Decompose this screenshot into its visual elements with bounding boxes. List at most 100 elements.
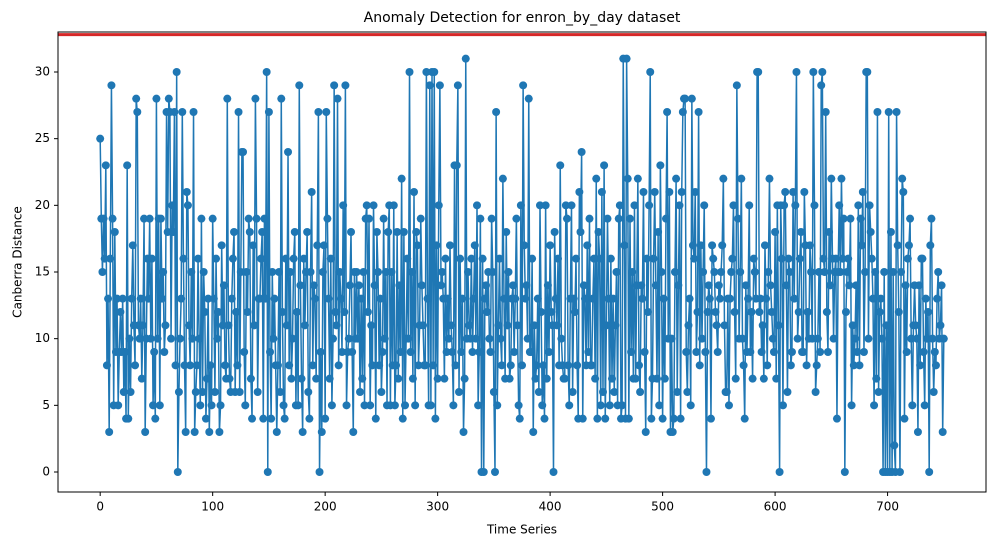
data-point bbox=[925, 468, 934, 476]
data-point bbox=[356, 388, 365, 396]
data-point bbox=[606, 254, 615, 263]
data-point bbox=[777, 254, 786, 263]
data-point bbox=[197, 214, 206, 223]
data-point bbox=[140, 214, 149, 223]
data-point bbox=[618, 401, 627, 410]
data-point bbox=[441, 254, 450, 263]
data-point bbox=[288, 334, 297, 343]
data-point bbox=[921, 294, 930, 303]
data-point bbox=[125, 334, 134, 343]
data-point bbox=[916, 361, 925, 370]
data-point bbox=[863, 68, 872, 76]
data-point bbox=[774, 321, 783, 330]
data-point bbox=[401, 401, 410, 410]
data-point bbox=[565, 401, 574, 410]
data-point bbox=[728, 254, 737, 263]
data-point bbox=[720, 321, 729, 330]
data-point bbox=[755, 308, 764, 316]
data-point bbox=[789, 188, 798, 196]
data-point bbox=[396, 348, 405, 356]
data-point bbox=[403, 254, 412, 263]
data-point bbox=[305, 414, 314, 423]
data-point bbox=[674, 281, 683, 290]
data-point bbox=[506, 361, 515, 370]
data-point bbox=[855, 361, 864, 370]
data-point bbox=[248, 414, 257, 423]
data-point bbox=[435, 81, 444, 90]
data-point bbox=[390, 401, 399, 410]
data-point bbox=[700, 201, 709, 210]
data-point bbox=[309, 281, 318, 290]
data-point bbox=[792, 68, 801, 76]
data-point bbox=[595, 254, 604, 263]
data-point bbox=[240, 348, 249, 356]
data-point bbox=[221, 361, 230, 370]
data-point bbox=[906, 214, 915, 223]
data-point bbox=[366, 401, 375, 410]
data-point bbox=[907, 334, 916, 343]
data-point bbox=[287, 374, 296, 383]
data-point bbox=[589, 254, 598, 263]
data-point bbox=[597, 188, 606, 196]
data-point bbox=[469, 294, 478, 303]
data-point bbox=[513, 321, 522, 330]
data-point bbox=[314, 108, 323, 116]
data-point bbox=[136, 294, 145, 303]
data-point bbox=[215, 428, 224, 436]
data-point bbox=[894, 308, 903, 316]
data-point bbox=[404, 334, 413, 343]
data-point bbox=[524, 94, 533, 103]
data-point bbox=[363, 308, 372, 316]
data-point bbox=[279, 401, 288, 410]
data-point bbox=[482, 281, 491, 290]
data-point bbox=[919, 348, 928, 356]
data-point bbox=[902, 348, 911, 356]
data-point bbox=[320, 241, 329, 250]
data-point bbox=[318, 268, 327, 276]
data-point bbox=[203, 374, 212, 383]
data-point bbox=[492, 108, 501, 116]
data-point bbox=[218, 321, 227, 330]
data-point bbox=[675, 201, 684, 210]
data-point bbox=[380, 334, 389, 343]
data-point bbox=[850, 334, 859, 343]
data-point bbox=[714, 281, 723, 290]
data-point bbox=[868, 294, 877, 303]
data-point bbox=[243, 308, 252, 316]
data-point bbox=[655, 401, 664, 410]
data-point bbox=[282, 321, 291, 330]
data-point bbox=[413, 241, 422, 250]
data-point bbox=[575, 188, 584, 196]
data-point bbox=[225, 374, 234, 383]
data-point bbox=[503, 321, 512, 330]
data-point bbox=[216, 401, 225, 410]
data-point bbox=[393, 228, 402, 236]
data-point bbox=[625, 214, 634, 223]
data-point bbox=[101, 161, 110, 170]
data-point bbox=[487, 214, 496, 223]
data-point bbox=[358, 374, 367, 383]
data-point bbox=[600, 161, 609, 170]
data-point bbox=[739, 361, 748, 370]
x-tick-label: 500 bbox=[651, 500, 674, 514]
data-point bbox=[227, 294, 236, 303]
data-point bbox=[681, 94, 690, 103]
data-point bbox=[146, 334, 155, 343]
data-point bbox=[759, 374, 768, 383]
data-point bbox=[178, 108, 187, 116]
data-point bbox=[553, 254, 562, 263]
data-point bbox=[727, 268, 736, 276]
data-point bbox=[672, 174, 681, 183]
data-point bbox=[561, 201, 570, 210]
data-point bbox=[817, 81, 826, 90]
data-point bbox=[201, 414, 210, 423]
chart-title: Anomaly Detection for enron_by_day datas… bbox=[364, 10, 681, 26]
data-point bbox=[696, 241, 705, 250]
data-point bbox=[639, 188, 648, 196]
data-point bbox=[532, 361, 541, 370]
data-point bbox=[156, 214, 165, 223]
data-point bbox=[880, 268, 889, 276]
data-point bbox=[650, 188, 659, 196]
data-point bbox=[141, 428, 150, 436]
data-point bbox=[886, 228, 895, 236]
